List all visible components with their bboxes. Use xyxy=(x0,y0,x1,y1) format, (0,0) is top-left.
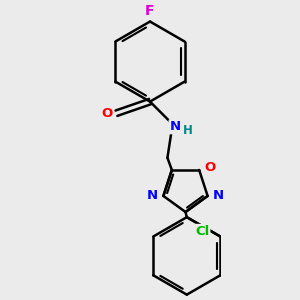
Text: N: N xyxy=(213,189,224,203)
Text: O: O xyxy=(205,161,216,174)
Text: H: H xyxy=(182,124,192,137)
Text: F: F xyxy=(145,4,155,18)
Text: N: N xyxy=(147,189,158,203)
Text: N: N xyxy=(169,120,181,133)
Text: O: O xyxy=(102,107,113,120)
Text: Cl: Cl xyxy=(195,225,209,238)
